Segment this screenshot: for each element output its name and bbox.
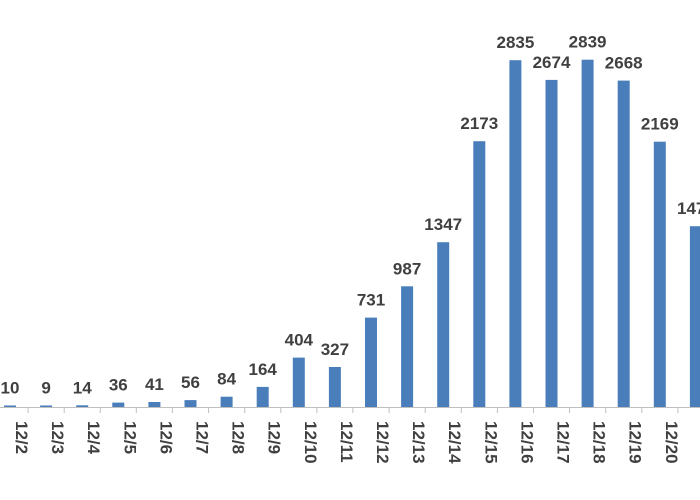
data-labels: 10 9 14 36 41 56 84 164 404 327 731 987 1347 2173 2835… xyxy=(1,33,700,398)
bar-12-2 xyxy=(4,405,16,407)
x-tick-label-12-18: 12/18 xyxy=(590,421,609,464)
data-label-12-19: 2668 xyxy=(605,54,643,73)
bar-12-17 xyxy=(545,79,558,408)
x-tick-label-12-8: 12/8 xyxy=(229,421,248,454)
data-label-12-14: 1347 xyxy=(424,215,462,234)
x-tick-label-12-16: 12/16 xyxy=(517,421,536,464)
bar-12-3 xyxy=(40,405,53,407)
x-tick-label-12-21: 12/21 xyxy=(698,421,700,464)
x-tick-label-12-6: 12/6 xyxy=(156,421,175,454)
data-label-12-9: 164 xyxy=(249,360,278,379)
data-label-12-17: 2674 xyxy=(533,53,571,72)
x-tick-label-12-4: 12/4 xyxy=(84,421,103,455)
data-label-12-18: 2839 xyxy=(569,33,607,52)
data-label-12-6: 41 xyxy=(145,375,164,394)
bar-12-7 xyxy=(184,400,197,407)
data-label-12-4: 14 xyxy=(73,378,92,397)
bars xyxy=(4,59,700,408)
data-label-12-16: 2835 xyxy=(496,33,534,52)
x-tick-label-12-7: 12/7 xyxy=(193,421,212,454)
data-label-12-10: 404 xyxy=(285,331,314,350)
bar-12-13 xyxy=(401,286,414,407)
x-tick-label-12-13: 12/13 xyxy=(409,421,428,464)
bar-12-9 xyxy=(256,386,269,407)
bar-12-19 xyxy=(617,80,630,407)
data-label-12-7: 56 xyxy=(181,373,200,392)
data-label-12-2: 10 xyxy=(1,379,20,398)
bar-12-12 xyxy=(365,317,377,407)
bar-12-21 xyxy=(689,226,700,407)
bar-12-5 xyxy=(112,402,125,407)
data-label-12-11: 327 xyxy=(321,340,349,359)
bar-12-20 xyxy=(653,141,666,407)
bar-12-16 xyxy=(509,60,522,407)
data-label-12-20: 2169 xyxy=(641,115,679,134)
x-tick-label-12-20: 12/20 xyxy=(662,421,681,464)
data-label-12-15: 2173 xyxy=(460,114,498,133)
bar-12-6 xyxy=(148,402,161,407)
x-tick-label-12-5: 12/5 xyxy=(120,421,139,454)
data-label-12-8: 84 xyxy=(217,370,236,389)
bar-12-14 xyxy=(437,242,450,407)
bar-12-15 xyxy=(473,141,486,407)
data-label-12-13: 987 xyxy=(393,259,421,278)
x-tick-label-12-3: 12/3 xyxy=(48,421,67,454)
bar-12-18 xyxy=(581,59,594,407)
x-tick-label-12-19: 12/19 xyxy=(626,421,645,464)
x-tick-label-12-12: 12/12 xyxy=(373,421,392,464)
x-tick-label-12-15: 12/15 xyxy=(481,421,500,464)
bar-12-10 xyxy=(292,357,305,407)
data-label-12-21: 1478 xyxy=(677,199,700,218)
x-tick-label-12-14: 12/14 xyxy=(445,421,464,464)
bar-12-11 xyxy=(328,367,341,407)
data-label-12-5: 36 xyxy=(109,376,128,395)
bar-12-8 xyxy=(220,396,233,407)
bar-12-4 xyxy=(76,405,89,407)
data-label-12-12: 731 xyxy=(357,291,385,310)
x-axis-tick-labels: 12/2 12/3 12/4 12/5 12/6 12/7 12/8 12/9 12/10 12/… xyxy=(12,421,700,464)
data-label-12-3: 9 xyxy=(41,379,50,398)
x-axis-ticks xyxy=(27,407,679,413)
x-tick-label-12-2: 12/2 xyxy=(12,421,31,454)
x-tick-label-12-17: 12/17 xyxy=(554,421,573,464)
x-tick-label-12-11: 12/11 xyxy=(337,421,356,463)
x-tick-label-12-10: 12/10 xyxy=(301,421,320,464)
x-tick-label-12-9: 12/9 xyxy=(265,421,284,454)
